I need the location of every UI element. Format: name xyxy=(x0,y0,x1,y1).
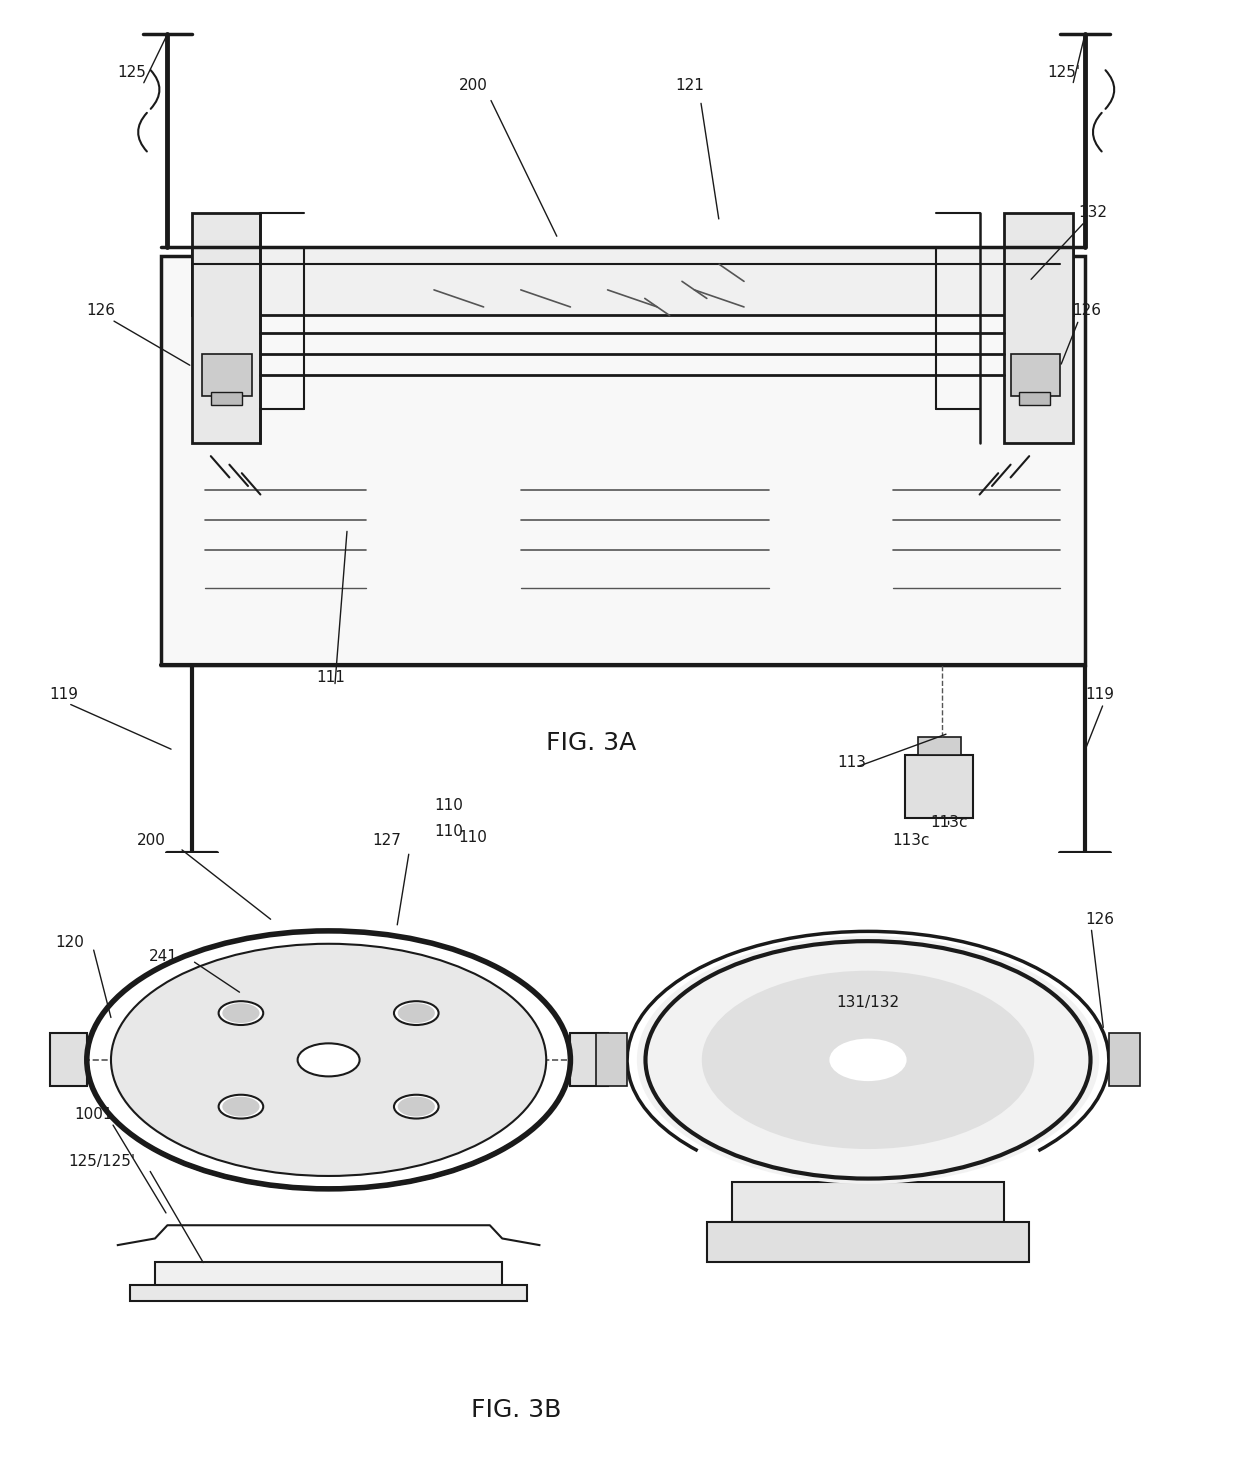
Bar xyxy=(161,256,1085,664)
Circle shape xyxy=(831,1041,905,1080)
Text: 125': 125' xyxy=(1048,65,1081,79)
Text: 111: 111 xyxy=(316,670,345,685)
Bar xyxy=(202,354,252,397)
Bar xyxy=(155,1261,502,1288)
Circle shape xyxy=(222,1097,259,1117)
Circle shape xyxy=(639,938,1097,1182)
Text: 126: 126 xyxy=(1085,913,1114,928)
Text: 113: 113 xyxy=(837,756,866,770)
Text: 110: 110 xyxy=(459,829,487,845)
Bar xyxy=(918,738,961,754)
Bar xyxy=(1004,213,1073,444)
Circle shape xyxy=(218,1001,263,1025)
Text: FIG. 3B: FIG. 3B xyxy=(471,1398,562,1421)
Text: 121: 121 xyxy=(676,78,704,93)
Text: 125/125': 125/125' xyxy=(68,1154,135,1169)
Circle shape xyxy=(222,1003,259,1023)
Bar xyxy=(905,754,973,819)
Circle shape xyxy=(398,1003,435,1023)
Text: FIG. 3A: FIG. 3A xyxy=(546,731,636,756)
Bar xyxy=(1011,354,1060,397)
Bar xyxy=(1019,392,1050,406)
Text: 241: 241 xyxy=(149,948,177,964)
Text: 127: 127 xyxy=(372,833,401,848)
Bar xyxy=(211,392,242,406)
Text: 113c: 113c xyxy=(893,833,930,848)
Bar xyxy=(50,1033,87,1086)
Text: 120: 120 xyxy=(56,935,84,951)
Bar xyxy=(707,1222,1029,1261)
Bar xyxy=(192,247,1073,316)
Bar xyxy=(192,213,260,444)
Text: 113c: 113c xyxy=(930,814,967,831)
Text: 126: 126 xyxy=(87,303,115,319)
Circle shape xyxy=(394,1095,439,1119)
Text: 110: 110 xyxy=(434,823,463,838)
Text: 131/132: 131/132 xyxy=(837,995,899,1010)
Bar xyxy=(130,1285,527,1301)
Circle shape xyxy=(394,1001,439,1025)
Bar xyxy=(732,1182,1004,1222)
Text: 200: 200 xyxy=(136,833,165,848)
Circle shape xyxy=(112,944,546,1176)
Bar xyxy=(1109,1033,1140,1086)
Circle shape xyxy=(703,972,1033,1148)
Text: 125: 125 xyxy=(118,65,146,79)
Text: 119: 119 xyxy=(1085,686,1114,703)
Text: 110: 110 xyxy=(434,798,463,813)
Bar xyxy=(570,1033,608,1086)
Text: 200: 200 xyxy=(459,78,487,93)
Circle shape xyxy=(398,1097,435,1117)
Text: 126: 126 xyxy=(1073,303,1101,319)
Text: 1001: 1001 xyxy=(74,1107,113,1123)
Circle shape xyxy=(218,1095,263,1119)
Text: 132: 132 xyxy=(1079,206,1107,220)
Circle shape xyxy=(298,1044,360,1076)
Text: 119: 119 xyxy=(50,686,78,703)
Bar xyxy=(596,1033,627,1086)
